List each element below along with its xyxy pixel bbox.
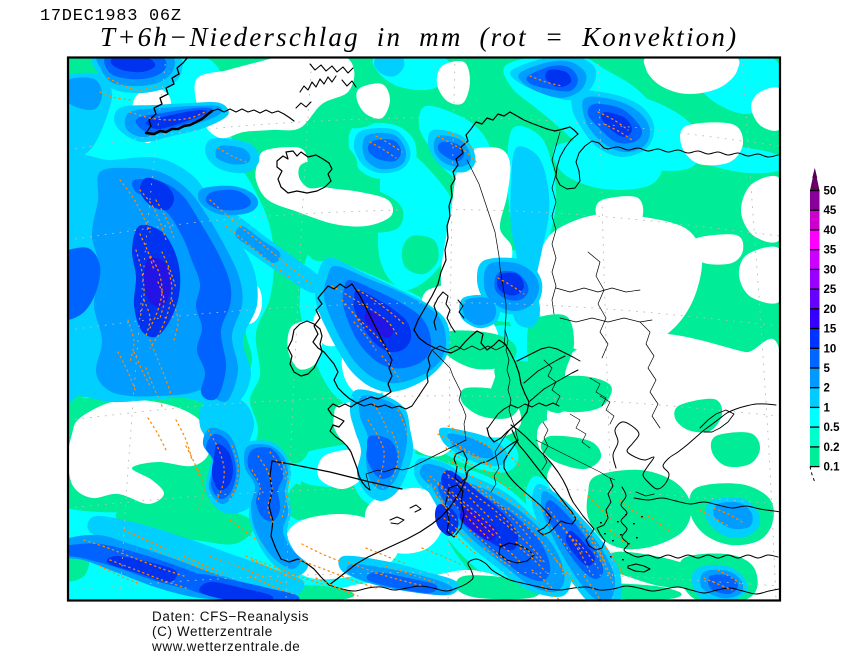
svg-text:45: 45: [824, 205, 837, 217]
svg-text:0.2: 0.2: [824, 442, 840, 454]
svg-text:30: 30: [824, 264, 837, 276]
svg-text:1: 1: [824, 402, 831, 414]
svg-text:www.wetterzentrale.de: www.wetterzentrale.de: [151, 639, 300, 654]
svg-text:15: 15: [824, 324, 837, 336]
svg-text:35: 35: [824, 245, 837, 257]
svg-text:2: 2: [824, 383, 830, 395]
svg-text:0.5: 0.5: [824, 422, 841, 434]
svg-text:T+6h−Niederschlag in mm (rot =: T+6h−Niederschlag in mm (rot = Konvektio…: [100, 22, 738, 52]
svg-text:25: 25: [824, 284, 837, 296]
svg-text:10: 10: [824, 343, 837, 355]
svg-text:40: 40: [824, 225, 837, 237]
svg-text:5: 5: [824, 363, 831, 375]
svg-text:0.1: 0.1: [824, 462, 841, 474]
svg-text:17DEC1983 06Z: 17DEC1983 06Z: [40, 7, 182, 26]
svg-text:(C) Wetterzentrale: (C) Wetterzentrale: [152, 624, 273, 639]
svg-text:20: 20: [824, 304, 837, 316]
svg-text:50: 50: [824, 186, 837, 198]
svg-text:Daten: CFS−Reanalysis: Daten: CFS−Reanalysis: [152, 609, 309, 624]
